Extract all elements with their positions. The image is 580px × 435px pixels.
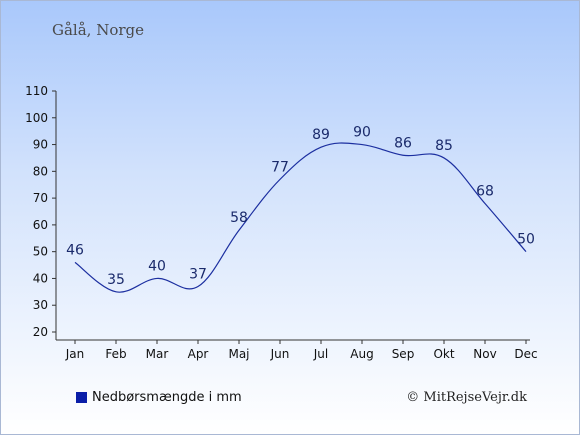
x-tick-label: Okt [433,347,454,361]
axes: 20 30 40 50 60 70 80 90 100 110 Jan Feb Mar Apr Maj Jun… [25,84,538,361]
legend-label: Nedbørsmængde i mm [92,390,242,405]
y-tick-label: 80 [33,164,48,178]
x-tick-label: Maj [228,347,249,361]
x-tick-label: Feb [105,347,126,361]
x-tick-label: Jul [313,347,328,361]
y-tick-label: 70 [33,191,48,205]
data-label: 35 [107,272,125,288]
x-tick-label: Aug [350,347,373,361]
legend-swatch [76,392,87,403]
data-label: 68 [476,183,494,199]
y-tick-label: 100 [25,111,48,125]
x-tick-label: Jun [270,347,290,361]
x-tick-label: Mar [146,347,169,361]
x-tick-label: Nov [473,347,496,361]
legend: Nedbørsmængde i mm [76,390,242,405]
credit-text: © MitRejseVejr.dk [406,390,527,405]
data-labels: 46 35 40 37 58 77 89 90 86 85 68 50 [66,125,535,288]
data-label: 40 [148,258,166,274]
chart-title: Gålå, Norge [52,21,145,39]
data-label: 89 [312,127,330,143]
y-tick-label: 60 [33,218,48,232]
series-group [74,142,527,293]
series-line [74,142,527,293]
y-tick-label: 30 [33,298,48,312]
y-tick-label: 50 [33,245,48,259]
y-tick-label: 90 [33,138,48,152]
data-label: 85 [435,138,453,154]
x-tick-label: Dec [514,347,537,361]
data-label: 37 [189,266,207,282]
data-label: 50 [517,232,535,248]
x-tick-label: Apr [188,347,209,361]
data-label: 86 [394,135,412,151]
data-label: 90 [353,125,371,141]
data-label: 46 [66,242,84,258]
x-tick-label: Jan [65,347,85,361]
data-label: 77 [271,159,289,175]
y-tick-label: 20 [33,325,48,339]
y-tick-label: 40 [33,271,48,285]
x-tick-label: Sep [392,347,415,361]
data-label: 58 [230,210,248,226]
y-tick-label: 110 [25,84,48,98]
